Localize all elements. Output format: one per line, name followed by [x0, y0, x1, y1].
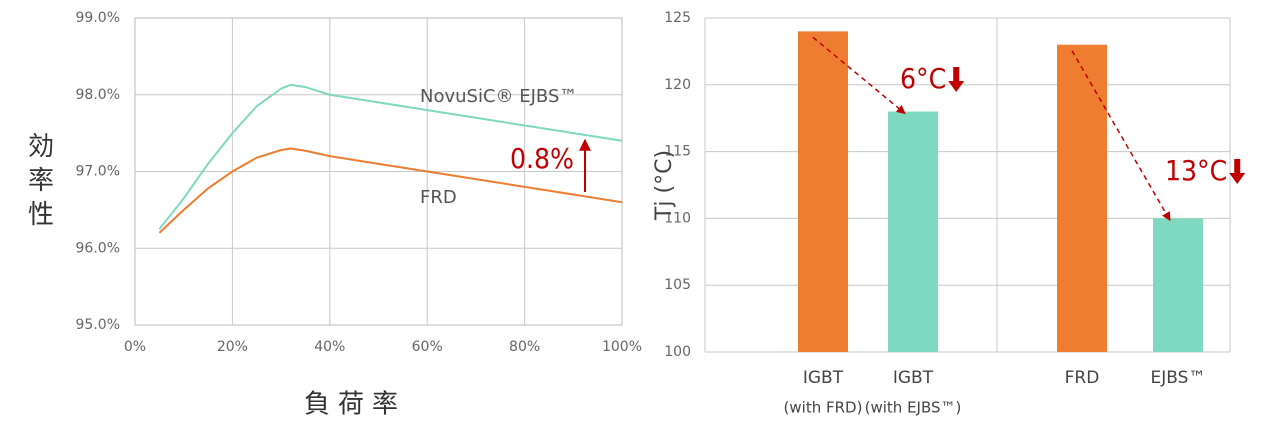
bar [888, 111, 938, 353]
series-line [158, 147, 623, 234]
drop-arrow [1071, 50, 1171, 222]
y-tick-label: 97.0% [76, 164, 120, 180]
y-tick-label: 105 [664, 277, 691, 293]
category-note: (with EJBS™) [865, 399, 962, 417]
y-tick-label: 110 [664, 210, 691, 226]
x-tick-label: FRD [1065, 368, 1100, 388]
x-tick-label: 0% [124, 339, 146, 355]
annotation: 13°C [1165, 154, 1227, 187]
y-tick-label: 99.0% [76, 10, 120, 26]
x-tick-label: IGBT [803, 368, 844, 388]
annotation: 6°C [900, 62, 946, 95]
y-tick-label: 120 [664, 77, 691, 93]
x-tick-label: 60% [412, 339, 443, 355]
y-tick-label: 95.0% [76, 317, 120, 333]
category-note: (with FRD) [784, 399, 863, 417]
series-label: FRD [420, 187, 457, 208]
series-line [158, 83, 623, 230]
bar [1153, 218, 1203, 352]
plot-border [134, 17, 623, 326]
down-arrow-icon [948, 67, 965, 92]
bar [798, 31, 848, 353]
series-label: NovuSiC® EJBS™ [420, 86, 577, 107]
x-tick-label: IGBT [893, 368, 934, 388]
x-tick-label: 40% [314, 339, 345, 355]
y-tick-label: 96.0% [76, 240, 120, 256]
y-tick-label: 100 [664, 344, 691, 360]
down-arrow-icon [1229, 159, 1246, 184]
y-tick-label: 98.0% [76, 87, 120, 103]
x-tick-label: 80% [509, 339, 540, 355]
drop-arrow [812, 36, 906, 115]
x-axis-label: 負荷率 [304, 390, 406, 420]
y-axis-label: Tj (°C) [652, 150, 677, 221]
annotation: 0.8% [510, 142, 574, 175]
y-axis-label: 効率性 [24, 132, 54, 234]
y-tick-label: 115 [664, 144, 691, 160]
y-tick-label: 125 [664, 10, 691, 26]
x-tick-label: EJBS™ [1151, 368, 1206, 388]
bar [1057, 44, 1107, 352]
x-tick-label: 20% [217, 339, 248, 355]
x-tick-label: 100% [602, 339, 642, 355]
